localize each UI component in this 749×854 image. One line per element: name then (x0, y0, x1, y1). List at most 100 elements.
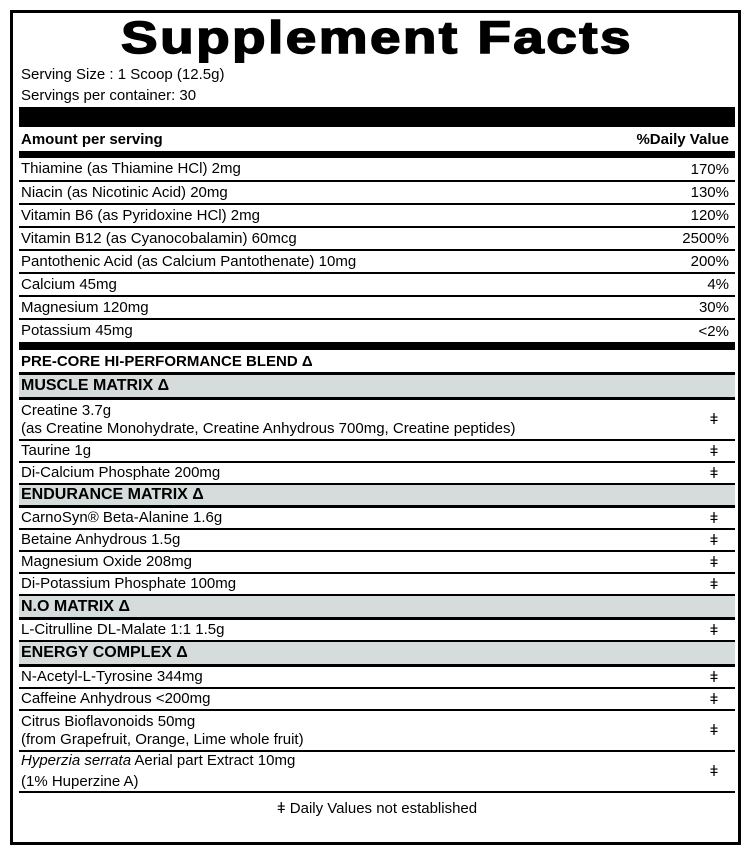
daily-value: <2% (698, 322, 729, 340)
dagger-icon: ǂ (709, 575, 719, 593)
dagger-icon: ǂ (709, 668, 719, 686)
nutrient-row: Calcium 45mg 4% (19, 274, 735, 297)
ingredient-name: N-Acetyl-L-Tyrosine 344mg (21, 668, 203, 686)
ingredient-row: Hyperzia serrata Aerial part Extract 10m… (19, 752, 735, 793)
ingredient-text: N-Acetyl-L-Tyrosine 344mg (21, 668, 203, 685)
daily-value: 130% (690, 184, 729, 201)
daily-value: 200% (690, 253, 729, 270)
ingredient-name: Di-Potassium Phosphate 100mg (21, 575, 236, 593)
ingredient-main: L-Citrulline DL-Malate 1:1 1.5g (21, 621, 224, 639)
ingredient-row: Betaine Anhydrous 1.5g ǂ (19, 530, 735, 552)
ingredient-row: Caffeine Anhydrous <200mg ǂ (19, 689, 735, 711)
daily-value: 30% (698, 299, 729, 316)
ingredient-detail: (from Grapefruit, Orange, Lime whole fru… (21, 730, 304, 748)
nutrient-name: Pantothenic Acid (as Calcium Pantothenat… (21, 252, 357, 270)
nutrient-row: Magnesium 120mg 30% (19, 297, 735, 320)
group-header-endurance: ENDURANCE MATRIX Δ (19, 485, 735, 508)
nutrient-name: Niacin (as Nicotinic Acid) 20mg (21, 183, 228, 201)
dv-header: %Daily Value (636, 130, 729, 148)
nutrient-row: Pantothenic Acid (as Calcium Pantothenat… (19, 251, 735, 274)
blend-title-text: PRE-CORE HI-PERFORMANCE BLEND Δ (21, 352, 313, 370)
ingredient-name: L-Citrulline DL-Malate 1:1 1.5g (21, 621, 224, 639)
daily-value: 120% (690, 207, 729, 224)
dagger-icon: ǂ (709, 763, 719, 780)
group-header-energy: ENERGY COMPLEX Δ (19, 642, 735, 667)
ingredient-detail: (as Creatine Monohydrate, Creatine Anhyd… (21, 419, 516, 437)
ingredient-main: Betaine Anhydrous 1.5g (21, 531, 180, 549)
group-title: ENERGY COMPLEX Δ (21, 644, 188, 661)
nutrient-name: Potassium 45mg (21, 322, 133, 339)
nutrient-name: Vitamin B12 (as Cyanocobalamin) 60mcg (21, 229, 297, 247)
ingredient-row: Taurine 1g ǂ (19, 441, 735, 463)
ingredient-row: Magnesium Oxide 208mg ǂ (19, 552, 735, 574)
ingredient-name: CarnoSyn® Beta-Alanine 1.6g (21, 509, 222, 527)
label-title: Supplement Facts (120, 12, 633, 64)
ingredient-text: Creatine 3.7g (21, 401, 112, 419)
serving-size: Serving Size : 1 Scoop (12.5g) (21, 66, 225, 83)
ingredient-main: Citrus Bioflavonoids 50mg (21, 713, 304, 731)
ingredient-name: Citrus Bioflavonoids 50mg (from Grapefrui… (21, 713, 304, 749)
daily-value: 2500% (682, 230, 729, 247)
blend-title: PRE-CORE HI-PERFORMANCE BLEND Δ (19, 350, 735, 375)
group-title: N.O MATRIX Δ (21, 597, 130, 615)
nutrient-row: Niacin (as Nicotinic Acid) 20mg 130% (19, 182, 735, 205)
ingredient-row: Di-Calcium Phosphate 200mg ǂ (19, 463, 735, 485)
blend-groups: MUSCLE MATRIX Δ Creatine 3.7g (as Creatine… (19, 375, 735, 793)
dagger-icon: ǂ (709, 531, 719, 549)
footnote: ǂ Daily Values not established (276, 800, 478, 817)
ingredient-row: L-Citrulline DL-Malate 1:1 1.5g ǂ (19, 620, 735, 642)
ingredient-main: Taurine 1g (21, 442, 91, 460)
ingredient-main: CarnoSyn® Beta-Alanine 1.6g (21, 509, 222, 527)
ingredient-row: Creatine 3.7g (as Creatine Monohydrate, C… (19, 400, 735, 441)
dagger-icon: ǂ (709, 690, 719, 708)
daily-value: 4% (707, 276, 729, 293)
ingredient-row: N-Acetyl-L-Tyrosine 344mg ǂ (19, 667, 735, 689)
ingredient-name: Taurine 1g (21, 442, 91, 460)
dagger-icon: ǂ (709, 464, 719, 482)
ingredient-italic-name: Hyperzia serrata (21, 752, 132, 769)
dagger-icon: ǂ (709, 411, 719, 428)
ingredient-main: Creatine 3.7g (21, 402, 515, 420)
ingredient-text: L-Citrulline DL-Malate 1:1 1.5g (21, 621, 225, 638)
ingredient-text: Taurine 1g (21, 442, 92, 459)
ingredient-name: Caffeine Anhydrous <200mg (21, 690, 210, 708)
ingredient-row: Di-Potassium Phosphate 100mg ǂ (19, 574, 735, 596)
nutrient-name: Vitamin B6 (as Pyridoxine HCl) 2mg (21, 206, 260, 224)
dagger-icon: ǂ (709, 509, 719, 527)
ingredient-row: CarnoSyn® Beta-Alanine 1.6g ǂ (19, 508, 735, 530)
dagger-icon: ǂ (709, 553, 719, 571)
dagger-icon: ǂ (709, 722, 719, 739)
nutrient-name: Magnesium 120mg (21, 298, 149, 316)
nutrient-name: Thiamine (as Thiamine HCl) 2mg (21, 160, 241, 177)
ingredient-main: Hyperzia serrata Aerial part Extract 10m… (21, 752, 295, 770)
column-header: Amount per serving %Daily Value (19, 127, 735, 158)
group-title: ENDURANCE MATRIX Δ (21, 486, 204, 503)
vitamin-list: Thiamine (as Thiamine HCl) 2mg 170% Niacin… (19, 158, 735, 344)
ingredient-name: Betaine Anhydrous 1.5g (21, 531, 180, 549)
ingredient-main: Magnesium Oxide 208mg (21, 553, 192, 571)
ingredient-name: Hyperzia serrata Aerial part Extract 10m… (21, 752, 295, 791)
nutrient-name: Calcium 45mg (21, 275, 117, 293)
ingredient-main: N-Acetyl-L-Tyrosine 344mg (21, 668, 203, 686)
ingredient-text: Aerial part Extract 10mg (131, 752, 296, 769)
ingredient-text: Betaine Anhydrous 1.5g (21, 531, 181, 548)
divider-bar (19, 342, 735, 350)
ingredient-text: CarnoSyn® Beta-Alanine 1.6g (21, 509, 223, 526)
ingredient-text: Caffeine Anhydrous <200mg (21, 690, 211, 707)
amount-header: Amount per serving (21, 130, 163, 148)
dagger-icon: ǂ (709, 621, 719, 639)
nutrient-row: Vitamin B12 (as Cyanocobalamin) 60mcg 250… (19, 228, 735, 251)
ingredient-detail: (1% Huperzine A) (21, 773, 139, 790)
group-header-muscle: MUSCLE MATRIX Δ (19, 375, 735, 400)
servings-per-container: Servings per container: 30 (21, 87, 197, 104)
divider-bar (19, 107, 735, 127)
ingredient-main: Di-Calcium Phosphate 200mg (21, 464, 220, 482)
nutrient-row: Potassium 45mg <2% (19, 320, 735, 344)
nutrient-row: Thiamine (as Thiamine HCl) 2mg 170% (19, 158, 735, 182)
ingredient-name: Magnesium Oxide 208mg (21, 553, 192, 571)
ingredient-row: Citrus Bioflavonoids 50mg (from Grapefrui… (19, 711, 735, 752)
nutrient-row: Vitamin B6 (as Pyridoxine HCl) 2mg 120% (19, 205, 735, 228)
ingredient-name: Di-Calcium Phosphate 200mg (21, 464, 220, 482)
ingredient-main: Di-Potassium Phosphate 100mg (21, 575, 236, 593)
ingredient-text: Magnesium Oxide 208mg (21, 553, 192, 570)
